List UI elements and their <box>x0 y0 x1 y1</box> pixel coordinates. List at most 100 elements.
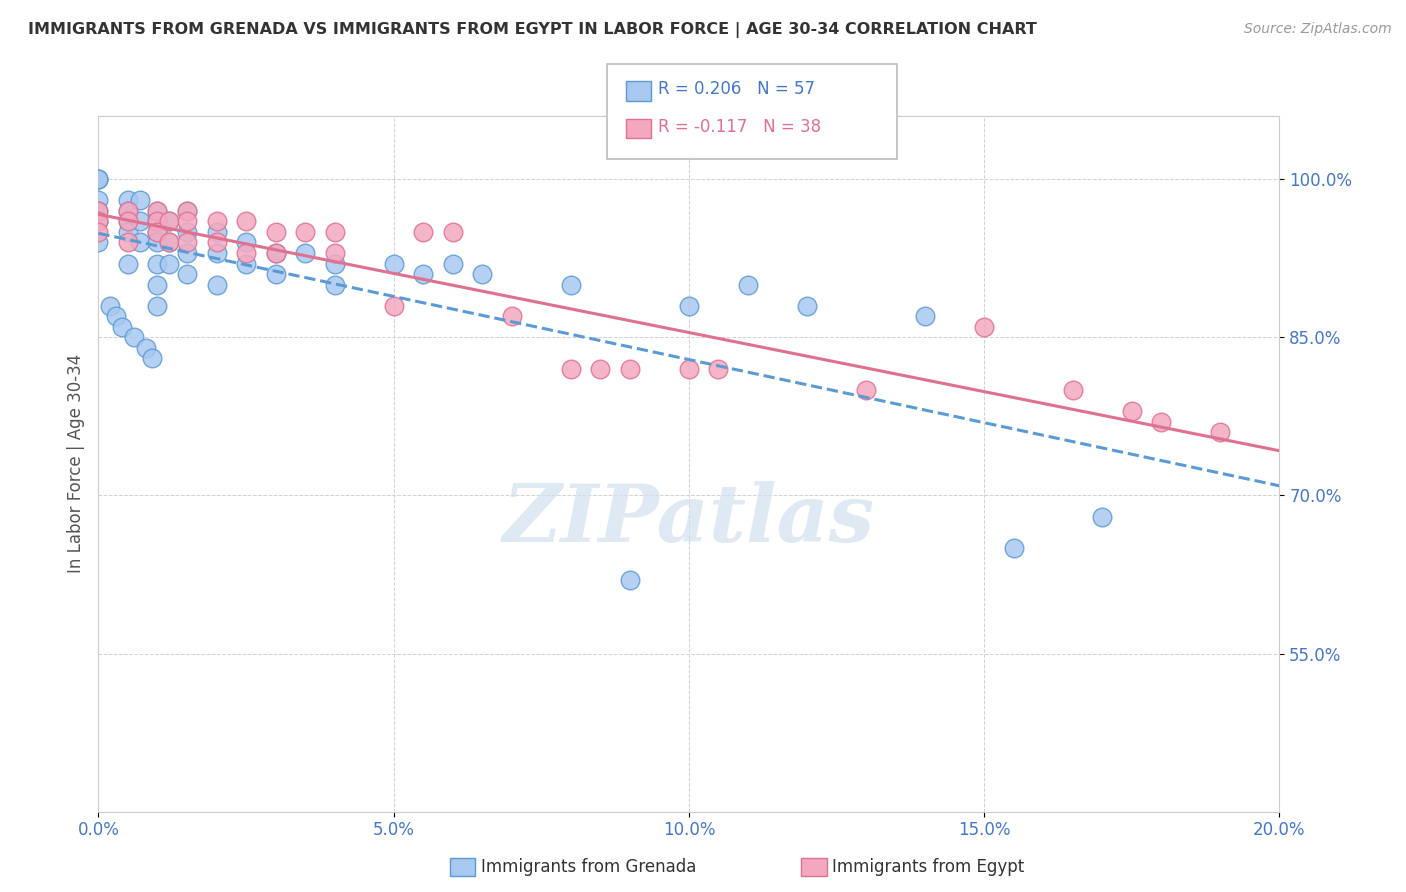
Point <box>146 299 169 313</box>
Point <box>146 203 169 218</box>
Point <box>146 214 169 228</box>
Point <box>294 225 316 239</box>
Point <box>146 277 169 292</box>
Point <box>128 214 150 228</box>
Point <box>205 277 228 292</box>
Point <box>117 203 139 218</box>
Point <box>141 351 163 366</box>
Point <box>235 235 257 250</box>
Point <box>678 362 700 376</box>
Text: Immigrants from Egypt: Immigrants from Egypt <box>832 858 1025 876</box>
Point <box>87 172 110 186</box>
Point <box>176 235 198 250</box>
Point <box>619 362 641 376</box>
Point <box>205 214 228 228</box>
Point <box>146 203 169 218</box>
Point <box>235 256 257 270</box>
Point <box>87 172 110 186</box>
Point <box>737 277 759 292</box>
Point <box>264 246 287 260</box>
Point <box>855 383 877 397</box>
Point <box>707 362 730 376</box>
Point <box>471 267 494 281</box>
Point <box>264 267 287 281</box>
Y-axis label: In Labor Force | Age 30-34: In Labor Force | Age 30-34 <box>66 354 84 574</box>
Point <box>323 256 346 270</box>
Point <box>157 256 180 270</box>
Point <box>105 310 128 324</box>
Point <box>146 256 169 270</box>
Point <box>678 299 700 313</box>
Point <box>146 235 169 250</box>
Point <box>205 246 228 260</box>
Point <box>264 246 287 260</box>
Point <box>87 172 110 186</box>
Point <box>176 267 198 281</box>
Text: Immigrants from Grenada: Immigrants from Grenada <box>481 858 696 876</box>
Point <box>1150 415 1173 429</box>
Point <box>264 225 287 239</box>
Point <box>111 319 134 334</box>
Point <box>205 235 228 250</box>
Point <box>157 214 180 228</box>
Point <box>412 267 434 281</box>
Point <box>235 214 257 228</box>
Point <box>1209 425 1232 440</box>
Text: Source: ZipAtlas.com: Source: ZipAtlas.com <box>1244 22 1392 37</box>
Point <box>117 214 139 228</box>
Point <box>294 246 316 260</box>
Point <box>87 203 110 218</box>
Point <box>176 246 198 260</box>
Point <box>87 214 110 228</box>
Point <box>323 277 346 292</box>
Point <box>560 362 582 376</box>
Point <box>235 246 257 260</box>
Point <box>176 203 198 218</box>
Point <box>117 203 139 218</box>
Point <box>796 299 818 313</box>
Point <box>382 256 405 270</box>
Point <box>117 235 139 250</box>
Point <box>122 330 145 344</box>
Point <box>382 299 405 313</box>
Point <box>117 225 139 239</box>
Point <box>973 319 995 334</box>
Point <box>1091 509 1114 524</box>
Point <box>323 246 346 260</box>
Point <box>117 214 139 228</box>
Point <box>157 235 180 250</box>
Point <box>441 256 464 270</box>
Point <box>98 299 121 313</box>
Point <box>146 225 169 239</box>
Point <box>128 235 150 250</box>
Point <box>441 225 464 239</box>
Text: ZIPatlas: ZIPatlas <box>503 481 875 558</box>
Point <box>128 194 150 208</box>
Point <box>176 203 198 218</box>
Point <box>117 194 139 208</box>
Point <box>146 214 169 228</box>
Point <box>1121 404 1143 418</box>
Point <box>87 194 110 208</box>
Point <box>87 225 110 239</box>
Point <box>146 225 169 239</box>
Point <box>87 235 110 250</box>
Text: R = 0.206   N = 57: R = 0.206 N = 57 <box>658 80 815 98</box>
Point <box>1062 383 1084 397</box>
Point <box>205 225 228 239</box>
Point <box>1002 541 1025 556</box>
Point <box>619 573 641 587</box>
Point <box>87 203 110 218</box>
Point <box>914 310 936 324</box>
Point <box>135 341 157 355</box>
Point <box>501 310 523 324</box>
Point <box>560 277 582 292</box>
Point <box>176 225 198 239</box>
Text: R = -0.117   N = 38: R = -0.117 N = 38 <box>658 118 821 136</box>
Point <box>412 225 434 239</box>
Point <box>117 256 139 270</box>
Point <box>323 225 346 239</box>
Point <box>176 214 198 228</box>
Text: IMMIGRANTS FROM GRENADA VS IMMIGRANTS FROM EGYPT IN LABOR FORCE | AGE 30-34 CORR: IMMIGRANTS FROM GRENADA VS IMMIGRANTS FR… <box>28 22 1038 38</box>
Point <box>589 362 612 376</box>
